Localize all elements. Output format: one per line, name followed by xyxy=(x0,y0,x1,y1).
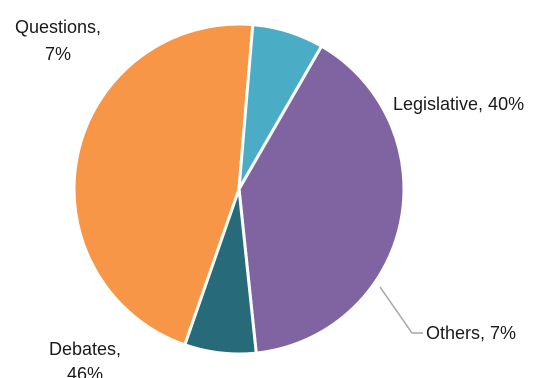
slice-label-debates-name: Debates, xyxy=(49,339,121,359)
others-leader-line xyxy=(379,286,423,334)
pie-slice-questions xyxy=(237,22,324,190)
slice-label-legislative: Legislative, 40% xyxy=(393,94,524,114)
slice-label-debates-value: 46% xyxy=(67,364,103,378)
pie-slice-debates xyxy=(72,22,255,347)
pie-slice-legislative xyxy=(237,44,406,355)
slice-label-others: Others, 7% xyxy=(426,323,516,343)
pie-slices xyxy=(72,22,406,356)
slice-label-questions-name: Questions, xyxy=(15,17,101,37)
slice-label-questions-value: 7% xyxy=(45,44,71,64)
